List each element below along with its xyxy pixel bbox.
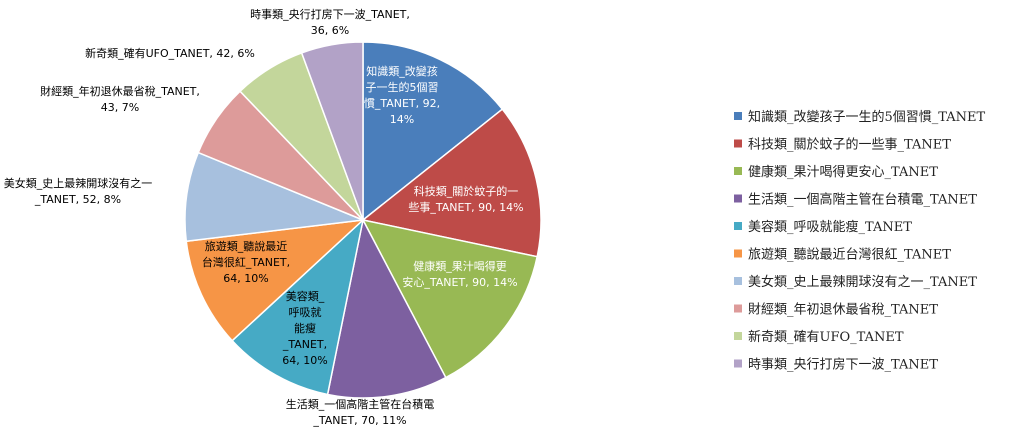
legend-swatch — [734, 304, 742, 313]
pie-slice — [184, 151, 366, 243]
legend-label: 科技類_關於蚊子的一些事_TANET — [748, 137, 951, 153]
legend-swatch — [734, 112, 742, 120]
pie-slice — [326, 217, 447, 399]
slice-labels: 知識類_改變孩子一生的5個習慣_TANET, 92, 14% 科技類_關於蚊子的一些… — [4, 7, 524, 427]
slice-label: 生活類_一個高階主管在台積電_TANET, 70, 11% — [286, 397, 435, 427]
legend-swatch — [734, 222, 742, 230]
pie-slice — [185, 218, 366, 342]
legend-label: 健康類_果汁喝得更安心_TANET — [748, 164, 938, 180]
legend-label: 生活類_一個高階主管在台積電_TANET — [748, 192, 977, 208]
legend-label: 美容類_呼吸就能瘦_TANET — [748, 219, 912, 235]
legend-label: 知識類_改變孩子一生的5個習慣_TANET — [748, 109, 985, 125]
slice-label: 旅遊類_聽說最近台灣很紅_TANET, 64, 10% — [202, 239, 290, 285]
legend-label: 新奇類_確有UFO_TANET — [748, 329, 904, 345]
slice-label: 時事類_央行打房下一波_TANET, 36, 6% — [250, 7, 410, 37]
pie-slice — [231, 217, 365, 396]
legend-label: 美女類_史上最辣開球沒有之一_TANET — [748, 274, 977, 290]
legend-swatch — [734, 332, 742, 340]
legend-label: 財經類_年初退休最省稅_TANET — [748, 303, 938, 318]
legend-swatch — [734, 249, 742, 258]
slice-label: 新奇類_確有UFO_TANET, 42, 6% — [85, 46, 255, 60]
pie-slice — [361, 108, 542, 258]
slice-label: 科技類_關於蚊子的一些事_TANET, 90, 14% — [408, 184, 523, 214]
pie-slices — [184, 41, 542, 399]
legend-swatch — [734, 139, 742, 148]
pie-slice — [361, 218, 539, 379]
legend-label: 時事類_央行打房下一波_TANET — [748, 357, 938, 373]
legend-swatch — [734, 167, 742, 175]
legend-swatch — [734, 194, 742, 203]
legend: 知識類_改變孩子一生的5個習慣_TANET 科技類_關於蚊子的一些事_TANET 健… — [734, 109, 985, 373]
pie-slice — [362, 41, 504, 222]
slice-label: 財經類_年初退休最省稅_TANET, 43, 7% — [40, 84, 200, 114]
slice-label: 知識類_改變孩子一生的5個習慣_TANET, 92, 14% — [364, 64, 440, 126]
pie-slice — [300, 41, 364, 221]
slice-label: 美容類_呼吸就能瘦_TANET, 64, 10% — [282, 289, 328, 367]
legend-swatch — [734, 277, 742, 285]
slice-label: 美女類_史上最辣開球沒有之一_TANET, 52, 8% — [4, 176, 153, 206]
slice-label: 健康類_果汁喝得更安心_TANET, 90, 14% — [402, 259, 517, 289]
legend-swatch — [734, 359, 742, 368]
legend-label: 旅遊類_聽說最近台灣很紅_TANET — [748, 247, 951, 263]
